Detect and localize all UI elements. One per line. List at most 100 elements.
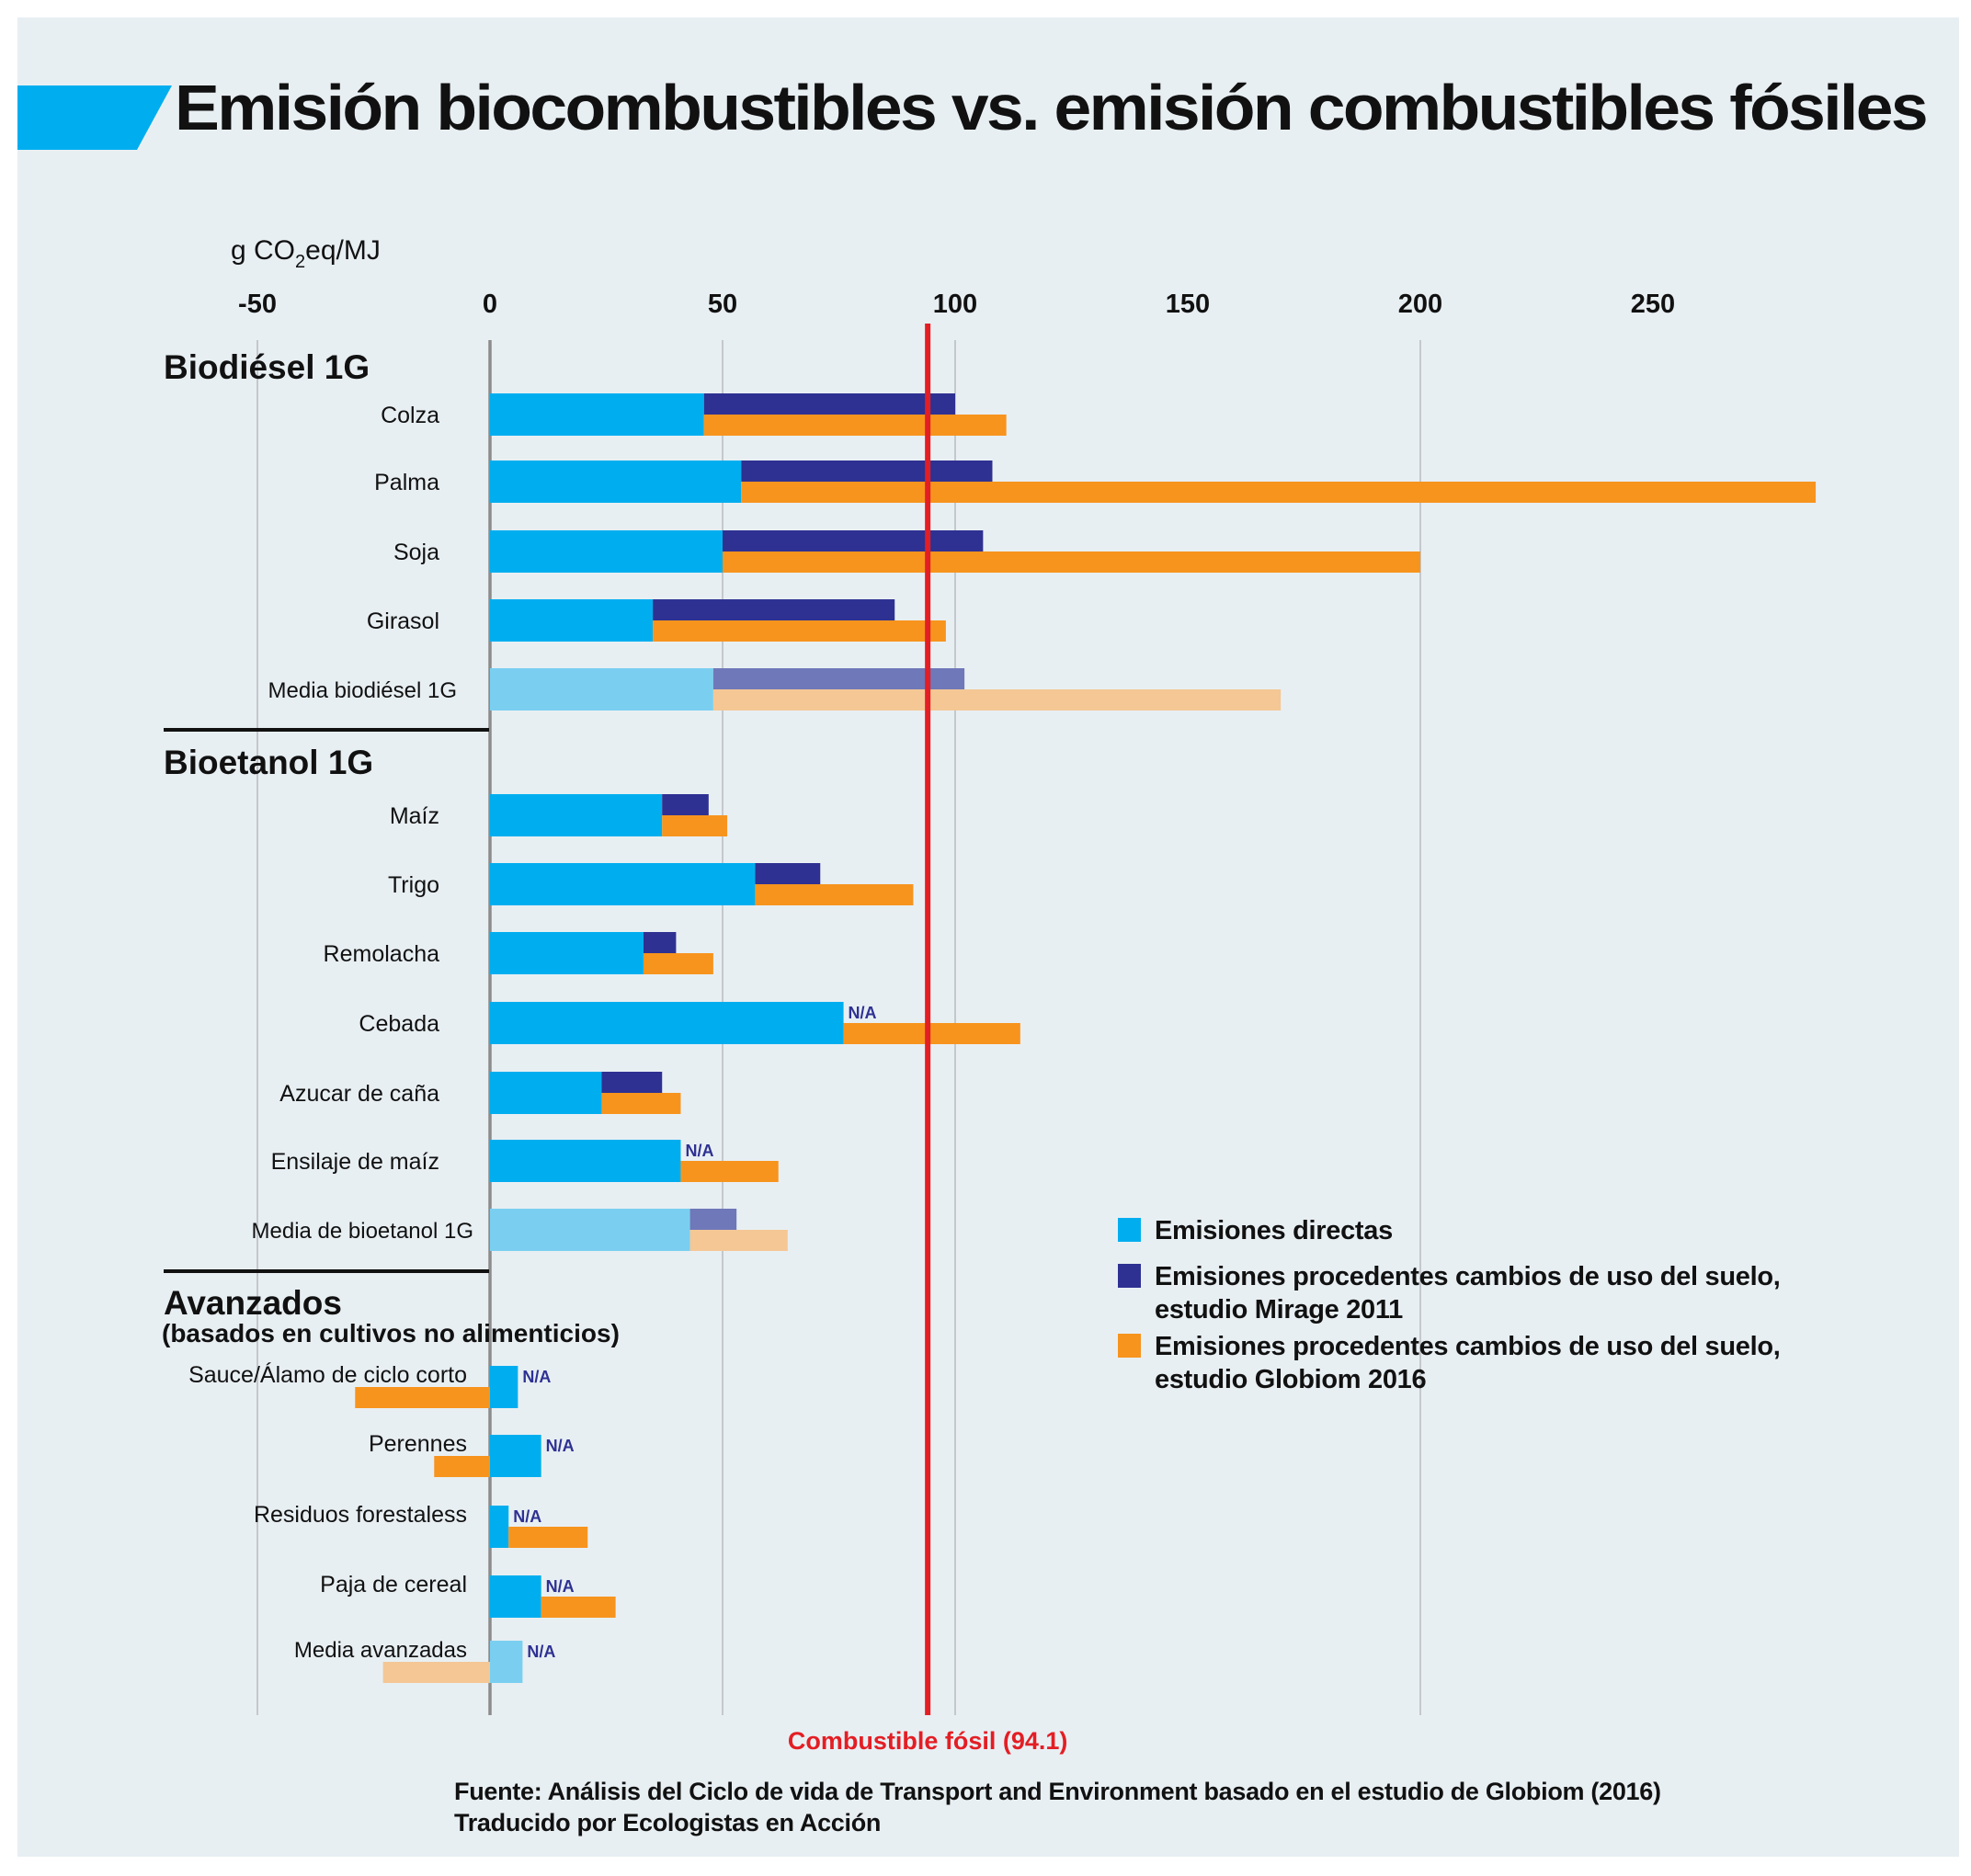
group-heading: Biodiésel 1G: [164, 348, 370, 386]
bar-row: [490, 668, 1282, 711]
bar-direct: [490, 863, 756, 905]
legend-label-mirage: Emisiones procedentes cambios de uso del…: [1155, 1260, 1781, 1326]
bar-row: [490, 794, 728, 836]
category-label: Residuos forestaless: [254, 1502, 467, 1528]
bar-direct: [490, 1209, 690, 1251]
category-label: Palma: [374, 470, 439, 495]
bar-row: [490, 393, 1007, 436]
x-tick-label: 100: [933, 290, 977, 319]
bar-mirage: [712, 668, 965, 689]
bar-globiom: [723, 551, 1420, 573]
bar-mirage: [723, 530, 984, 551]
legend-label-globiom-line1: Emisiones procedentes cambios de uso del…: [1155, 1332, 1781, 1361]
bar-mirage: [755, 863, 821, 884]
svg-text:g CO2eq/MJ: g CO2eq/MJ: [231, 235, 381, 272]
group-heading: Bioetanol 1G: [164, 744, 373, 781]
x-axis-label-pre: g CO: [231, 235, 295, 266]
category-label: Media avanzadas: [294, 1638, 467, 1663]
x-tick-label: 150: [1166, 290, 1210, 319]
x-tick-label: -50: [238, 290, 277, 319]
bar-direct: [490, 460, 742, 503]
bar-row: [490, 932, 713, 974]
bar-row: [490, 1209, 788, 1251]
reference-line-group: Combustible fósil (94.1): [788, 324, 1068, 1755]
x-axis-label-post: eq/MJ: [305, 235, 381, 266]
bar-globiom: [662, 815, 728, 836]
na-label: N/A: [849, 1004, 877, 1022]
category-label: Trigo: [388, 872, 439, 898]
x-tick-label: 250: [1631, 290, 1675, 319]
category-label: Sauce/Álamo de ciclo corto: [188, 1361, 467, 1388]
bar-row: [490, 863, 914, 905]
category-label: Ensilaje de maíz: [271, 1149, 439, 1175]
group-headings: Biodiésel 1G Bioetanol 1G Avanzados(basado…: [162, 348, 620, 1347]
source-footer: Fuente: Análisis del Ciclo de vida de Tr…: [454, 1776, 1661, 1838]
x-axis-ticks: -50 0 50 100 150 200 250: [238, 290, 1675, 319]
bar-row: N/A: [490, 1002, 1020, 1044]
x-tick-label: 0: [483, 290, 497, 319]
bar-direct: [490, 530, 723, 573]
legend-label-mirage-line1: Emisiones procedentes cambios de uso del…: [1155, 1262, 1781, 1291]
bar-row: [490, 530, 1420, 573]
bar-globiom-negative: [434, 1456, 490, 1477]
na-label: N/A: [513, 1507, 541, 1526]
bar-direct: [490, 668, 713, 711]
category-label: Remolacha: [324, 941, 440, 967]
bar-globiom-negative: [382, 1662, 490, 1683]
chart-panel: [17, 17, 1959, 1857]
bar-mirage: [689, 1209, 737, 1230]
bar-globiom: [653, 620, 946, 642]
bar-direct: [490, 1506, 509, 1548]
na-label: N/A: [546, 1437, 575, 1455]
bar-globiom: [703, 415, 1007, 436]
category-label: Media biodiésel 1G: [268, 678, 457, 703]
bar-row: [490, 599, 946, 642]
bar-direct: [490, 794, 663, 836]
fossil-reference-label: Combustible fósil (94.1): [788, 1727, 1068, 1755]
category-label: Girasol: [367, 608, 439, 634]
bar-mirage: [653, 599, 895, 620]
bar-direct: [490, 1575, 541, 1618]
bar-row: N/A: [490, 1506, 588, 1548]
category-label: Media de bioetanol 1G: [252, 1219, 474, 1244]
category-label: Soja: [393, 540, 439, 565]
bar-globiom: [712, 689, 1282, 711]
bar-mirage: [741, 460, 993, 482]
legend-label-direct: Emisiones directas: [1155, 1216, 1393, 1245]
bar-mirage: [643, 932, 677, 953]
bar-direct: [490, 599, 654, 642]
category-label: Azucar de caña: [279, 1081, 439, 1107]
bar-direct: [490, 393, 704, 436]
category-label: Cebada: [359, 1011, 439, 1037]
bar-direct: [490, 1366, 518, 1408]
translation-credit: Traducido por Ecologistas en Acción: [454, 1809, 882, 1836]
bar-row: N/A: [490, 1575, 616, 1618]
legend-swatch-globiom: [1118, 1334, 1141, 1358]
legend-label-globiom: Emisiones procedentes cambios de uso del…: [1155, 1330, 1781, 1396]
bar-globiom: [643, 953, 713, 974]
bar-globiom: [508, 1527, 588, 1548]
legend-swatch-mirage: [1118, 1264, 1141, 1288]
legend-label-globiom-line2: estudio Globiom 2016: [1155, 1365, 1427, 1394]
x-tick-label: 50: [708, 290, 737, 319]
bar-globiom: [680, 1161, 779, 1182]
category-labels: Colza Palma Soja Girasol Media biodiésel 1G M…: [188, 403, 473, 1663]
bar-globiom: [601, 1093, 681, 1114]
bar-globiom: [755, 884, 914, 905]
bar-globiom: [541, 1597, 616, 1618]
category-label: Maíz: [390, 803, 439, 829]
legend-label-mirage-line2: estudio Mirage 2011: [1155, 1295, 1403, 1325]
x-tick-label: 200: [1398, 290, 1442, 319]
bar-row: [490, 460, 1817, 503]
na-label: N/A: [527, 1643, 555, 1661]
bar-globiom-negative: [355, 1387, 490, 1408]
category-label: Paja de cereal: [320, 1572, 467, 1597]
bar-row: N/A: [355, 1366, 551, 1408]
bar-globiom: [689, 1230, 788, 1251]
bar-mirage: [601, 1072, 663, 1093]
bar-direct: [490, 1002, 844, 1044]
bar-row: N/A: [382, 1641, 555, 1683]
bar-globiom: [843, 1023, 1020, 1044]
bar-row: [490, 1072, 681, 1114]
bars: N/A N/A N/A N/A N/A N/A N/A: [355, 393, 1817, 1683]
